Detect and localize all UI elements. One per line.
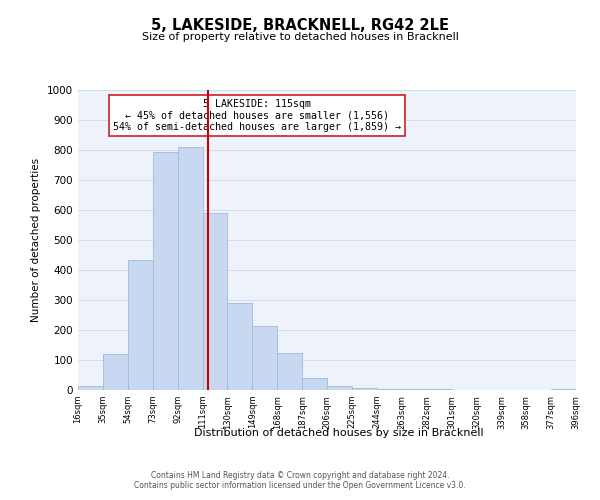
Text: 5 LAKESIDE: 115sqm
← 45% of detached houses are smaller (1,556)
54% of semi-deta: 5 LAKESIDE: 115sqm ← 45% of detached hou…: [113, 99, 401, 132]
Bar: [402, 389, 427, 390]
Bar: [103, 354, 128, 390]
Bar: [128, 260, 152, 390]
Bar: [302, 378, 327, 390]
Bar: [327, 386, 352, 390]
Bar: [352, 388, 377, 390]
Bar: [178, 147, 203, 390]
Bar: [277, 352, 302, 390]
Bar: [551, 388, 576, 390]
Bar: [152, 152, 178, 390]
Text: 5, LAKESIDE, BRACKNELL, RG42 2LE: 5, LAKESIDE, BRACKNELL, RG42 2LE: [151, 18, 449, 32]
Text: Distribution of detached houses by size in Bracknell: Distribution of detached houses by size …: [194, 428, 484, 438]
Bar: [203, 213, 227, 390]
Text: Contains HM Land Registry data © Crown copyright and database right 2024.
Contai: Contains HM Land Registry data © Crown c…: [134, 470, 466, 490]
Bar: [253, 326, 277, 390]
Bar: [377, 388, 402, 390]
Text: Size of property relative to detached houses in Bracknell: Size of property relative to detached ho…: [142, 32, 458, 42]
Bar: [227, 303, 253, 390]
Bar: [78, 386, 103, 390]
Y-axis label: Number of detached properties: Number of detached properties: [31, 158, 41, 322]
